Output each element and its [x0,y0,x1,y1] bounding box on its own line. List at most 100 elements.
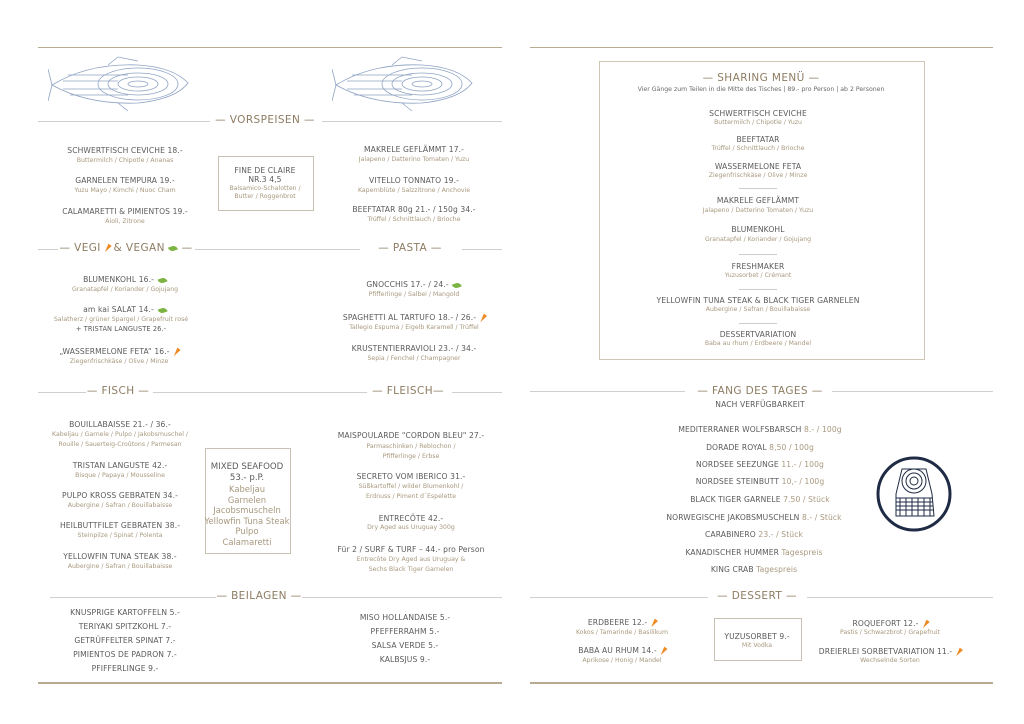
menu-item-desc: Steinpilze / Spinat / Polenta [77,532,163,539]
box-item: Pulpo [235,526,259,537]
divider [530,391,685,392]
item-price: Tagespreis [756,565,798,574]
side-item: PIMIENTOS DE PADRON 7.- [73,650,177,659]
carrot-icon [921,619,930,629]
carrot-icon [172,347,181,357]
menu-item-name: CALAMARETTI & PIMIENTOS 19.- [62,207,188,216]
catch-item: NORWEGISCHE JAKOBSMUSCHELN 8.- / Stück [666,513,841,522]
section-title-fang: — FANG DES TAGES — [697,385,823,397]
menu-item-desc: Erdnuss / Piment d´Espelette [365,493,457,500]
menu-item-desc: Bisque / Papaya / Mousseline [75,472,165,479]
menu-item-name: SCHWERTFISCH CEVICHE 18.- [67,146,183,155]
menu-item-desc: Aprikose / Honig / Mandel [582,657,662,664]
item-price: 8.- / 100g [804,425,842,434]
menu-item-desc: Ziegenfrischkäse / Olive / Minze [708,172,808,179]
menu-item-desc: Aubergine / Safran / Bouillabaisse [705,306,811,313]
menu-item-name: BEEFTATAR [736,135,780,144]
menu-item-desc: Yuzusorbet / Crémant [724,272,792,279]
carrot-icon [649,618,659,628]
item-price: 10,- / 100g [781,477,825,486]
item-name: KING CRAB [710,565,754,574]
fish-emblem-icon [876,456,952,532]
box-item: Calamaretti [222,536,272,547]
menu-item-name: WASSERMELONE FETA [714,162,802,171]
fang-subtitle: NACH VERFÜGBARKEIT [715,400,805,409]
carrot-icon [478,313,488,323]
menu-item-desc: Sechs Black Tiger Garnelen [368,566,454,573]
menu-item-desc: Salatherz / grüner Spargel / Grapefruit … [53,316,189,323]
box-item: Garnelen [227,494,267,505]
menu-item-name: MAISPOULARDE "CORDON BLEU" 27.- [337,431,485,440]
item-name: NORDSEE STEINBUTT [695,477,780,486]
side-item: PFIFFERLINGE 9.- [91,664,159,673]
menu-item-desc: Süßkartoffel / wilder Blumenkohl / [358,483,464,490]
item-price: 23.- / Stück [758,530,803,539]
menu-item-desc: Parmaschinken / Reblochon / [366,443,456,450]
menu-item-name: MAKRELE GEFLÄMMT [716,196,800,205]
menu-item-name: MAKRELE GEFLÄMMT 17.- [364,145,464,154]
section-title-fisch: — FISCH — [86,385,150,397]
menu-item-name: ENTRECÔTE 42.- [378,514,444,523]
section-title-dessert: — DESSERT — [717,590,797,602]
item-name: BLACK TIGER GARNELE [690,495,781,504]
item-name: BABA AU RHUM 14.- [578,646,657,655]
menu-item-desc: Wechselnde Sorten [860,657,920,664]
item-price: 11.- / 100g [781,460,824,469]
top-rule-left [38,47,502,48]
menu-item-name: BLUMENKOHL 16.- [83,275,168,284]
menu-item-name: GARNELEN TEMPURA 19.- [75,176,175,185]
item-price: 8.- / Stück [801,513,842,522]
side-item: GETRÜFFELTER SPINAT 7.- [74,636,176,645]
box-desc: Mit Vodka [741,642,773,649]
box-price: NR.3 4,5 [248,175,282,184]
item-name: NORWEGISCHE JAKOBSMUSCHELN [666,513,800,522]
item-name: NORDSEE SEEZUNGE [696,460,779,469]
menu-item-desc: Yuzu Mayo / Kimchi / Nuoc Cham [74,187,176,194]
item-name: ERDBEERE 12.- [587,618,648,627]
menu-item-name: TRISTAN LANGUSTE 42.- [72,461,168,470]
top-rule-right [530,47,993,48]
bottom-rule-left [38,682,502,684]
item-name: CARABINERO [705,530,756,539]
menu-item-name: KRUSTENTIERRAVIOLI 23.- / 34.- [351,344,477,353]
menu-item-name: BLUMENKOHL [731,225,785,234]
menu-item-desc: Baba au rhum / Erdbeere / Mandel [704,340,812,347]
item-name: ROQUEFORT 12.- [852,619,919,628]
yuzusorbet-box [714,618,802,661]
catch-item: BLACK TIGER GARNELE 7.50 / Stück [690,495,830,504]
section-title-fleisch: — FLEISCH— [372,385,444,397]
separator [739,254,777,255]
menu-item-desc: Entrecôte Dry Aged aus Uruguay & [356,556,466,563]
box-price: 53.- p.P. [229,473,265,483]
box-title: MIXED SEAFOOD [210,462,284,472]
section-title-sharing: — SHARING MENÜ — [702,72,820,84]
title-part: & VEGAN [113,242,165,254]
side-item: KNUSPRIGE KARTOFFELN 5.- [70,608,180,617]
divider [452,392,502,393]
divider [530,597,708,598]
item-name: BLUMENKOHL 16.- [83,275,154,284]
item-name: am kai SALAT 14.- [83,305,154,314]
leaf-icon [157,306,168,314]
title-part: — VEGI [59,242,101,254]
leaf-icon [452,281,463,289]
item-name: SPAGHETTI AL TARTUFO 18.- / 26.- [342,313,477,322]
mixed-seafood-box [205,448,291,554]
menu-item-name: BABA AU RHUM 14.- [578,646,668,656]
menu-item-desc: Aubergine / Safran / Bouillabaisse [67,563,173,570]
menu-item-desc: Ziegenfrischkäse / Olive / Minze [69,358,169,365]
menu-item-desc: Trüffel / Schnittlauch / Brioche [367,216,461,223]
divider [38,392,86,393]
box-title: YUZUSORBET 9.- [724,632,790,641]
divider [153,392,367,393]
menu-item-desc: Tallegio Espuma / Eigelb Karamell / Trüf… [349,324,479,331]
item-name: DREIERLEI SORBETVARIATION 11.- [818,647,953,656]
menu-item-name: SCHWERTFISCH CEVICHE [709,109,807,118]
box-item: Jacobsmuscheln [213,505,281,516]
divider [462,249,502,250]
item-price: 8,50 / 100g [769,443,814,452]
fish-illustration-right [332,56,473,112]
menu-item-desc: Pastis / Schwarzbrot / Grapefruit [840,629,940,636]
section-title-pasta: — PASTA — [378,242,442,254]
side-item: MISO HOLLANDAISE 5.- [359,613,451,622]
